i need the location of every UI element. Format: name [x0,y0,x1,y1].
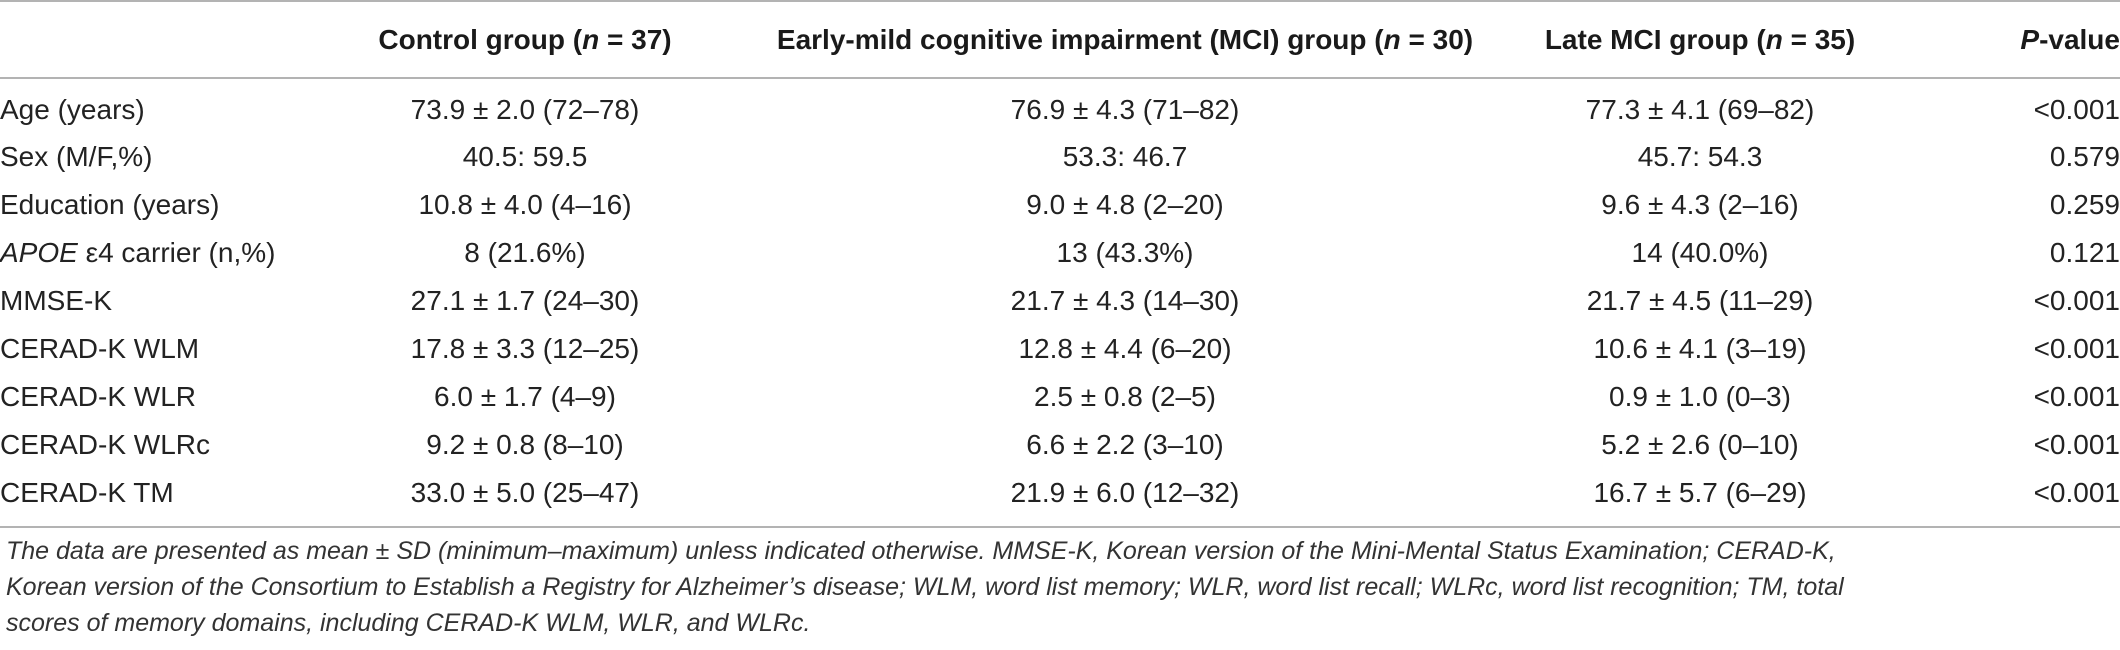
cell-p-value: <0.001 [2033,333,2120,364]
header-blank [0,1,300,78]
cell-control: 33.0 ± 5.0 (25–47) [300,469,750,528]
table-row: CERAD-K WLM 17.8 ± 3.3 (12–25) 12.8 ± 4.… [0,325,2120,373]
row-label: Education (years) [0,189,220,220]
table-row: CERAD-K WLRc 9.2 ± 0.8 (8–10) 6.6 ± 2.2 … [0,421,2120,469]
cell-late-mci: 10.6 ± 4.1 (3–19) [1593,333,1807,364]
row-label: Age (years) [0,93,145,125]
cell-p-value: 0.259 [2049,189,2120,220]
footnote-line: Korean version of the Consortium to Esta… [6,573,1844,601]
row-label: Sex (M/F,%) [0,141,153,172]
table-row: CERAD-K WLR 6.0 ± 1.7 (4–9) 2.5 ± 0.8 (2… [0,373,2120,421]
row-label: MMSE-K [0,285,112,316]
cell-p-value: 0.579 [2049,141,2120,172]
cell-early-mci: 21.7 ± 4.3 (14–30) [1010,285,1240,316]
table-footnote: The data are presented as mean ± SD (min… [6,533,2106,641]
row-label: APOE ε4 carrier (n,%) [0,237,276,268]
cell-control: 8 (21.6%) [464,237,586,268]
cell-control: 73.9 ± 2.0 (72–78) [410,93,640,125]
cell-early-mci: 13 (43.3%) [1056,237,1194,268]
cell-p-value: <0.001 [2033,429,2120,460]
table-row: Age (years) 73.9 ± 2.0 (72–78) 76.9 ± 4.… [0,78,2120,133]
cell-control: 27.1 ± 1.7 (24–30) [410,285,640,316]
table-row: Education (years) 10.8 ± 4.0 (4–16) 9.0 … [0,181,2120,229]
cell-early-mci: 21.9 ± 6.0 (12–32) [750,469,1500,528]
cell-early-mci: 6.6 ± 2.2 (3–10) [1026,429,1224,460]
cell-p-value: <0.001 [1900,469,2120,528]
cell-p-value: <0.001 [2033,381,2120,412]
cell-late-mci: 9.6 ± 4.3 (2–16) [1601,189,1799,220]
footnote-line: The data are presented as mean ± SD (min… [6,537,1836,565]
cell-early-mci: 53.3: 46.7 [1062,141,1188,172]
cell-late-mci: 77.3 ± 4.1 (69–82) [1585,93,1815,125]
cell-control: 10.8 ± 4.0 (4–16) [418,189,632,220]
cell-p-value: <0.001 [2033,93,2120,125]
row-label: CERAD-K WLR [0,381,197,412]
table-header-row: Control group (n = 37) Early-mild cognit… [0,1,2120,78]
cell-late-mci: 5.2 ± 2.6 (0–10) [1601,429,1799,460]
row-label: CERAD-K WLRc [0,429,211,460]
table-row: APOE ε4 carrier (n,%) 8 (21.6%) 13 (43.3… [0,229,2120,277]
cell-early-mci: 76.9 ± 4.3 (71–82) [1010,93,1240,125]
cell-late-mci: 45.7: 54.3 [1637,141,1763,172]
header-early-mci-group: Early-mild cognitive impairment (MCI) gr… [776,23,1474,55]
header-p-value: P-value [2020,23,2120,55]
cell-late-mci: 21.7 ± 4.5 (11–29) [1586,285,1814,316]
cell-control: 6.0 ± 1.7 (4–9) [434,381,616,412]
table-row: CERAD-K TM 33.0 ± 5.0 (25–47) 21.9 ± 6.0… [0,469,2120,528]
cell-control: 17.8 ± 3.3 (12–25) [410,333,640,364]
header-late-mci-group: Late MCI group (n = 35) [1544,23,1856,55]
footnote-line: scores of memory domains, including CERA… [6,609,811,637]
cell-early-mci: 12.8 ± 4.4 (6–20) [1018,333,1232,364]
table-row: Sex (M/F,%) 40.5: 59.5 53.3: 46.7 45.7: … [0,133,2120,181]
cell-p-value: 0.121 [2049,237,2120,268]
demographics-table: Control group (n = 37) Early-mild cognit… [0,1,2120,528]
header-control-group: Control group (n = 37) [378,23,672,55]
cell-control: 9.2 ± 0.8 (8–10) [426,429,624,460]
cell-late-mci: 14 (40.0%) [1631,237,1769,268]
cell-early-mci: 9.0 ± 4.8 (2–20) [1026,189,1224,220]
row-label: CERAD-K WLM [0,333,200,364]
cell-late-mci: 0.9 ± 1.0 (0–3) [1609,381,1791,412]
row-label: CERAD-K TM [0,469,300,528]
table-row: MMSE-K 27.1 ± 1.7 (24–30) 21.7 ± 4.3 (14… [0,277,2120,325]
cell-p-value: <0.001 [2033,285,2120,316]
cell-late-mci: 16.7 ± 5.7 (6–29) [1500,469,1900,528]
cell-control: 40.5: 59.5 [462,141,588,172]
cell-early-mci: 2.5 ± 0.8 (2–5) [1034,381,1216,412]
